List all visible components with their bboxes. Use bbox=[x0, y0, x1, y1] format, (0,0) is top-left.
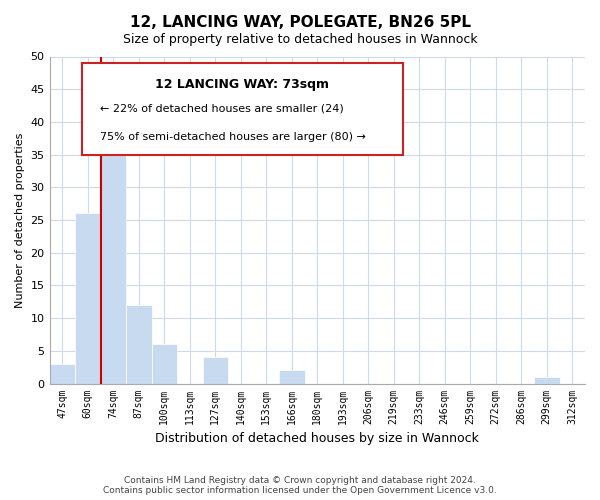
FancyBboxPatch shape bbox=[82, 63, 403, 154]
Bar bbox=[203, 358, 228, 384]
Y-axis label: Number of detached properties: Number of detached properties bbox=[15, 132, 25, 308]
Text: 12, LANCING WAY, POLEGATE, BN26 5PL: 12, LANCING WAY, POLEGATE, BN26 5PL bbox=[130, 15, 470, 30]
Bar bbox=[534, 377, 560, 384]
X-axis label: Distribution of detached houses by size in Wannock: Distribution of detached houses by size … bbox=[155, 432, 479, 445]
Text: Size of property relative to detached houses in Wannock: Size of property relative to detached ho… bbox=[122, 32, 478, 46]
Bar bbox=[101, 116, 126, 384]
Bar bbox=[279, 370, 305, 384]
Bar bbox=[126, 305, 152, 384]
Text: 12 LANCING WAY: 73sqm: 12 LANCING WAY: 73sqm bbox=[155, 78, 329, 91]
Text: Contains HM Land Registry data © Crown copyright and database right 2024.
Contai: Contains HM Land Registry data © Crown c… bbox=[103, 476, 497, 495]
Bar bbox=[50, 364, 75, 384]
Text: ← 22% of detached houses are smaller (24): ← 22% of detached houses are smaller (24… bbox=[100, 104, 344, 114]
Bar bbox=[152, 344, 177, 384]
Text: 75% of semi-detached houses are larger (80) →: 75% of semi-detached houses are larger (… bbox=[100, 132, 366, 141]
Bar bbox=[75, 214, 101, 384]
